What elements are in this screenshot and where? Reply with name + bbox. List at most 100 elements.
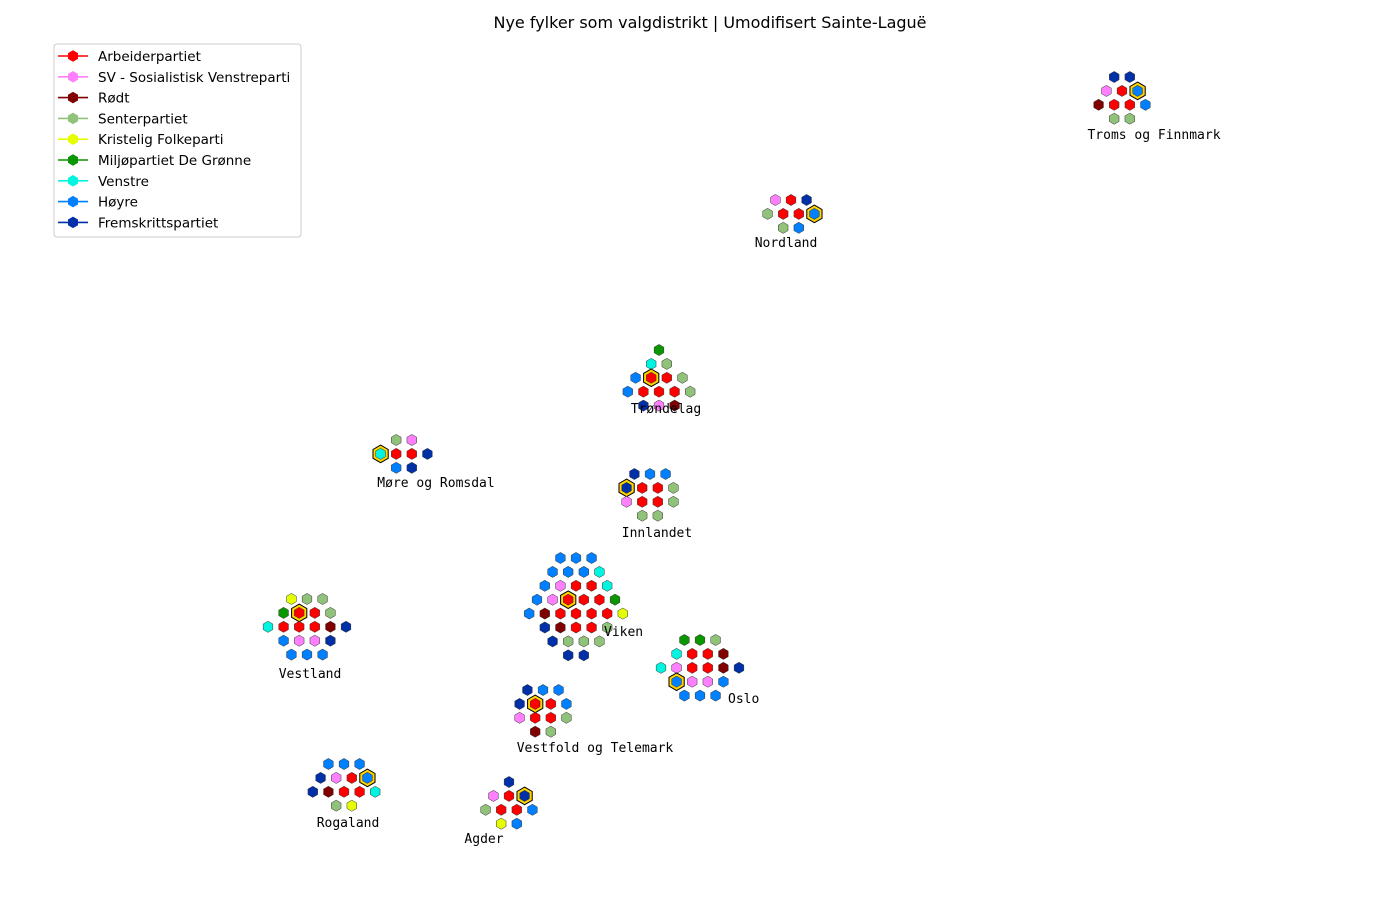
seat-marker <box>653 399 665 412</box>
legend-entry: Miljøpartiet De Grønne <box>98 153 251 169</box>
district-viken: Viken <box>524 552 643 662</box>
seat-marker <box>1101 85 1112 97</box>
legend-marker <box>67 133 79 145</box>
seat-marker <box>563 593 574 606</box>
district-label: Trøndelag <box>631 402 701 417</box>
seat-marker <box>346 772 357 784</box>
seat-marker <box>687 661 698 674</box>
seat-marker <box>637 482 648 494</box>
seat-marker <box>522 684 533 696</box>
seat-marker <box>262 620 274 633</box>
seat-marker <box>718 661 729 674</box>
seat-marker <box>718 675 729 688</box>
seat-marker <box>278 620 289 633</box>
seat-marker <box>702 661 713 674</box>
seat-marker <box>391 448 402 460</box>
seat-marker <box>793 221 804 234</box>
seat-marker <box>346 799 357 812</box>
seat-marker <box>340 620 352 633</box>
legend-marker <box>67 71 79 83</box>
seat-marker <box>539 621 550 634</box>
seat-marker <box>602 621 613 634</box>
seat-marker <box>325 607 336 619</box>
seat-marker <box>762 208 773 220</box>
seat-marker <box>586 579 597 592</box>
seat-marker <box>563 649 574 662</box>
seat-marker <box>555 579 566 592</box>
seat-marker <box>570 621 582 634</box>
seat-marker <box>646 371 657 384</box>
seat-marker <box>530 698 541 710</box>
seat-marker <box>537 684 549 696</box>
district-label: Troms og Finnmark <box>1087 128 1220 143</box>
seat-marker <box>278 634 289 647</box>
seat-marker <box>1109 71 1120 83</box>
district-møre-og-romsdal: Møre og Romsdal <box>372 434 495 491</box>
legend-entry: Venstre <box>98 174 149 190</box>
seat-marker <box>547 566 558 578</box>
seat-marker <box>325 634 336 647</box>
legend-entry: Arbeiderpartiet <box>98 49 201 65</box>
district-vestland: Vestland <box>262 593 352 682</box>
seat-marker <box>637 509 648 522</box>
seat-marker <box>563 566 574 578</box>
seat-marker <box>553 684 564 696</box>
seat-marker <box>586 607 597 620</box>
seat-marker <box>375 448 386 460</box>
seat-marker <box>609 593 621 606</box>
seat-marker <box>1109 112 1120 125</box>
legend-frame <box>53 43 302 238</box>
seat-marker <box>555 607 566 620</box>
seat-marker <box>294 607 305 619</box>
seat-marker <box>594 566 605 578</box>
seat-marker <box>671 648 682 660</box>
legend-entry: Fremskrittspartiet <box>98 215 218 231</box>
district-troms-og-finnmark: Troms og Finnmark <box>1087 71 1221 143</box>
legend-marker <box>67 154 79 166</box>
seat-marker <box>286 648 297 661</box>
seat-marker <box>570 579 582 592</box>
seat-marker <box>785 194 797 206</box>
seat-marker <box>669 399 680 412</box>
seat-marker <box>602 579 613 592</box>
seat-marker <box>496 817 507 830</box>
seat-marker <box>488 790 499 802</box>
seat-marker <box>317 648 328 661</box>
seat-marker <box>622 385 633 398</box>
seat-marker <box>519 790 530 802</box>
seat-marker <box>325 620 336 633</box>
district-label: Agder <box>464 832 503 847</box>
seat-marker <box>668 482 679 494</box>
seat-marker <box>309 634 320 647</box>
district-label: Vestfold og Telemark <box>517 741 674 756</box>
seat-marker <box>578 593 589 606</box>
seat-marker <box>644 468 656 480</box>
seat-marker <box>294 620 305 633</box>
seat-marker <box>503 776 515 788</box>
seat-marker <box>621 482 632 494</box>
seat-marker <box>555 552 566 564</box>
seat-marker <box>602 607 613 620</box>
seat-marker <box>621 495 632 508</box>
district-label: Oslo <box>728 692 759 707</box>
seat-marker <box>511 817 522 830</box>
seat-marker <box>1116 85 1128 97</box>
seat-marker <box>539 579 550 592</box>
district-nordland: Nordland <box>755 194 823 251</box>
seat-marker <box>1124 71 1135 83</box>
seat-marker <box>646 358 657 370</box>
seat-marker <box>323 785 334 798</box>
seat-marker <box>809 208 820 220</box>
seat-marker <box>496 803 507 816</box>
seat-marker <box>570 607 582 620</box>
seat-marker <box>677 371 688 384</box>
seat-marker <box>406 448 417 460</box>
seat-marker <box>561 711 572 724</box>
seat-marker <box>594 593 605 606</box>
seat-marker <box>617 607 628 620</box>
district-vestfold-og-telemark: Vestfold og Telemark <box>514 684 674 756</box>
seat-marker <box>294 634 305 647</box>
legend-entry: Kristelig Folkeparti <box>98 132 224 148</box>
seat-marker <box>527 803 538 816</box>
seat-marker <box>685 385 696 398</box>
